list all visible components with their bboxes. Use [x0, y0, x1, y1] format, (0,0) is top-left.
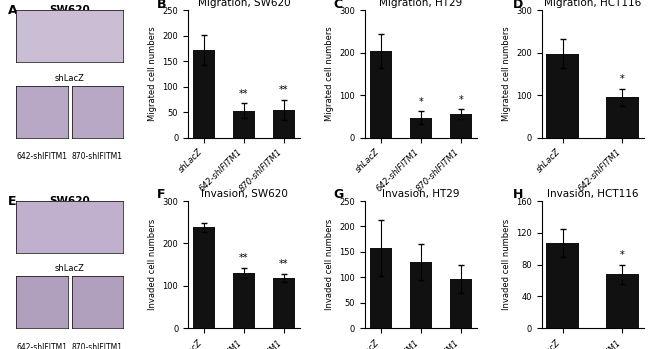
Text: shLacZ: shLacZ — [55, 74, 84, 83]
Text: *: * — [620, 250, 625, 260]
Bar — [410, 118, 432, 138]
Bar — [450, 279, 472, 328]
Bar — [273, 110, 295, 138]
Y-axis label: Invaded cell numbers: Invaded cell numbers — [502, 219, 510, 310]
Text: 642-shIFITM1: 642-shIFITM1 — [16, 343, 68, 349]
Bar — [606, 274, 639, 328]
Text: *: * — [620, 74, 625, 84]
Bar — [547, 54, 579, 138]
Title: Invasion, HCT116: Invasion, HCT116 — [547, 189, 638, 199]
Y-axis label: Migrated cell numbers: Migrated cell numbers — [502, 27, 510, 121]
Bar — [193, 50, 215, 138]
Bar — [273, 278, 295, 328]
Bar — [193, 227, 215, 328]
Text: D: D — [514, 0, 523, 11]
Title: Invasion, HT29: Invasion, HT29 — [382, 189, 460, 199]
Bar — [606, 97, 639, 138]
Bar — [233, 111, 255, 138]
Title: Migration, SW620: Migration, SW620 — [198, 0, 291, 8]
Text: **: ** — [279, 86, 289, 96]
Text: 870-shIFITM1: 870-shIFITM1 — [72, 343, 123, 349]
Bar — [410, 262, 432, 328]
Text: B: B — [157, 0, 166, 11]
Y-axis label: Migrated cell numbers: Migrated cell numbers — [148, 27, 157, 121]
Bar — [370, 248, 392, 328]
Text: A: A — [8, 4, 18, 17]
Bar — [450, 114, 472, 138]
Bar — [233, 273, 255, 328]
Text: H: H — [514, 188, 524, 201]
Text: *: * — [419, 97, 423, 107]
Text: **: ** — [239, 253, 249, 263]
Y-axis label: Invaded cell numbers: Invaded cell numbers — [148, 219, 157, 310]
Text: SW620: SW620 — [49, 5, 90, 15]
Text: C: C — [333, 0, 343, 11]
Text: shLacZ: shLacZ — [55, 264, 84, 273]
Text: F: F — [157, 188, 165, 201]
Text: SW620: SW620 — [49, 196, 90, 206]
Bar — [370, 51, 392, 138]
Bar — [547, 243, 579, 328]
Title: Invasion, SW620: Invasion, SW620 — [201, 189, 287, 199]
Text: 642-shIFITM1: 642-shIFITM1 — [16, 152, 68, 161]
Text: **: ** — [279, 259, 289, 269]
Text: G: G — [333, 188, 344, 201]
Text: *: * — [458, 95, 463, 105]
Text: 870-shIFITM1: 870-shIFITM1 — [72, 152, 123, 161]
Text: **: ** — [239, 89, 249, 98]
Title: Migration, HT29: Migration, HT29 — [379, 0, 462, 8]
Title: Migration, HCT116: Migration, HCT116 — [544, 0, 642, 8]
Text: E: E — [8, 195, 16, 208]
Y-axis label: Invaded cell numbers: Invaded cell numbers — [325, 219, 334, 310]
Y-axis label: Migrated cell numbers: Migrated cell numbers — [325, 27, 333, 121]
